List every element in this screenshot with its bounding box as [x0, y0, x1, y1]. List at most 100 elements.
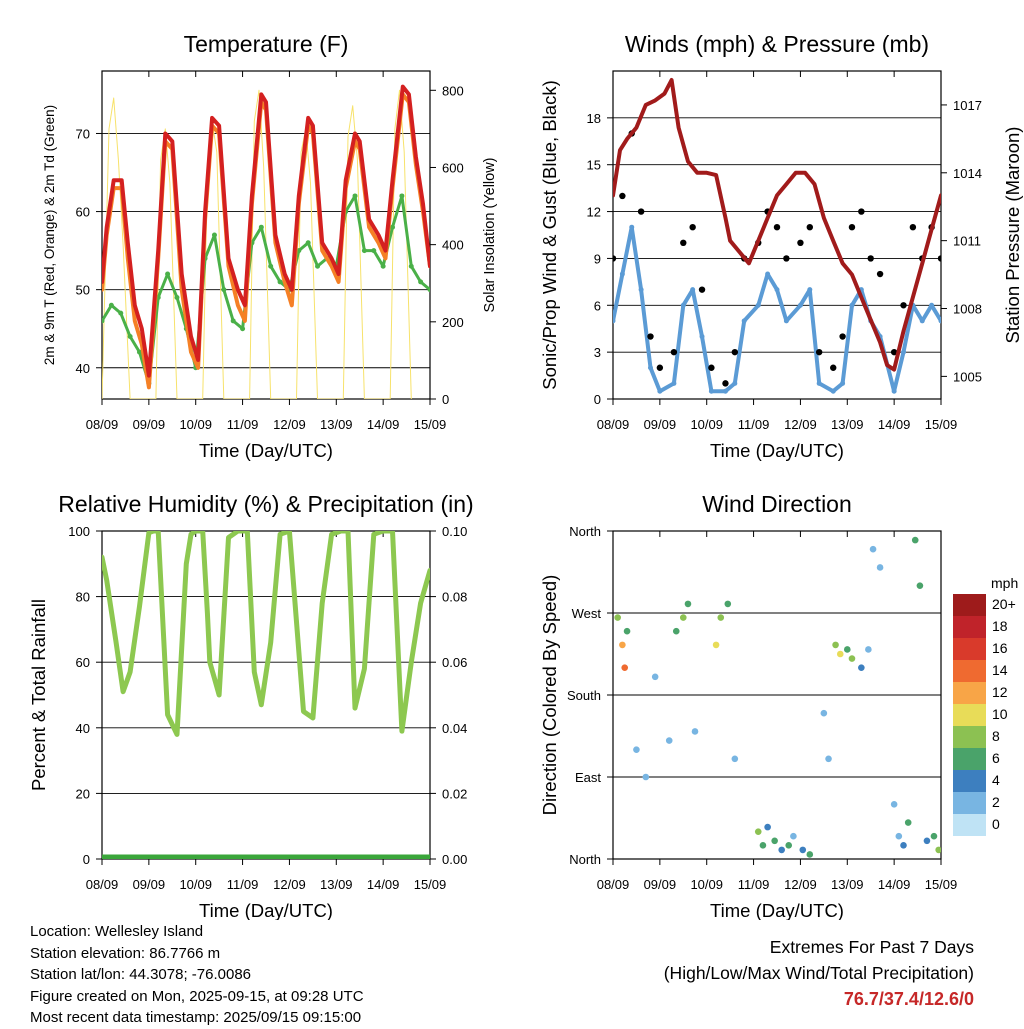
humidity-ytick-label: 60: [76, 655, 90, 670]
direction-xtick-label: 15/09: [925, 877, 958, 892]
direction-point: [843, 646, 851, 653]
dewpoint-point: [268, 263, 274, 269]
winds-ytick-label: 15: [587, 158, 601, 173]
humidity-y2tick-label: 0.04: [442, 721, 467, 736]
humidity-ytick-label: 40: [76, 721, 90, 736]
temperature-y2tick-label: 200: [442, 315, 464, 330]
direction-point: [799, 846, 807, 854]
wind-gust-point: [806, 223, 813, 231]
solar-insolation-line: [102, 89, 412, 399]
direction-xtick-label: 14/09: [878, 877, 911, 892]
wind-speed-point: [765, 271, 771, 277]
extremes-title: Extremes For Past 7 Days: [769, 937, 974, 957]
wind-gust-point: [731, 348, 739, 356]
temperature-y2tick-label: 0: [442, 392, 449, 407]
winds-y2tick-label: 1011: [953, 234, 981, 249]
direction-point: [806, 851, 814, 858]
dewpoint-line: [102, 194, 430, 385]
legend-swatch: [953, 660, 986, 682]
winds-xtick-label: 10/09: [690, 417, 723, 432]
temperature-y2label: Solar Insolation (Yellow): [482, 157, 498, 312]
wind-speed-point: [891, 388, 897, 394]
legend-swatch: [953, 748, 986, 770]
dewpoint-point: [174, 294, 180, 300]
wind-speed-point: [755, 302, 761, 308]
data-timestamp: Most recent data timestamp: 2025/09/15 0…: [30, 1009, 362, 1026]
humidity-xtick-label: 15/09: [414, 877, 447, 892]
wind-speed-point: [647, 365, 653, 371]
wind-speed-point: [732, 380, 738, 386]
direction-point: [895, 832, 903, 840]
dewpoint-point: [221, 287, 227, 293]
winds-ytick-label: 12: [587, 205, 601, 220]
legend-title: mph: [991, 575, 1018, 591]
wind-speed-point: [901, 349, 907, 355]
dewpoint-point: [211, 232, 217, 238]
extremes-values: 76.7/37.4/12.6/0: [843, 989, 974, 1009]
direction-xtick-label: 12/09: [784, 877, 817, 892]
direction-xlabel: Time (Day/UTC): [710, 900, 844, 920]
direction-point: [935, 846, 941, 854]
direction-point: [865, 646, 872, 653]
direction-point: [665, 737, 673, 744]
temperature-ytick-label: 40: [76, 361, 90, 376]
direction-point: [923, 837, 931, 845]
direction-point: [900, 842, 907, 849]
temperature-title: Temperature (F): [184, 31, 349, 57]
wind-speed-point: [671, 380, 677, 386]
direction-point: [717, 614, 725, 621]
direction-point: [684, 600, 692, 608]
direction-point: [633, 746, 640, 753]
wind-speed-point: [699, 334, 705, 340]
winds-ylabel: Sonic/Prop Wind & Gust (Blue, Black): [539, 80, 560, 389]
direction-point: [679, 614, 687, 621]
humidity-xtick-label: 09/09: [133, 877, 166, 892]
wind-speed-point: [830, 388, 836, 394]
wind-gust-point: [815, 348, 823, 356]
temperature-xtick-label: 11/09: [227, 417, 259, 432]
direction-point: [832, 641, 839, 649]
direction-point: [911, 536, 919, 544]
station-latlon: Station lat/lon: 44.3078; -76.0086: [30, 966, 252, 983]
direction-point: [712, 641, 720, 649]
direction-title: Wind Direction: [702, 491, 852, 517]
wind-gust-point: [858, 208, 865, 215]
extremes-block: Extremes For Past 7 Days (High/Low/Max W…: [664, 934, 974, 1012]
humidity-y2tick-label: 0.08: [442, 590, 467, 605]
legend-label: 0: [992, 816, 1000, 832]
wind-speed-point: [690, 287, 696, 293]
wind-gust-point: [783, 255, 790, 262]
figure-created: Figure created on Mon, 2025-09-15, at 09…: [30, 987, 364, 1005]
direction-ylabel: Direction (Colored By Speed): [539, 575, 560, 816]
station-location: Location: Wellesley Island: [30, 923, 204, 940]
dewpoint-point: [352, 193, 358, 199]
winds-xtick-label: 15/09: [925, 417, 958, 432]
wind-speed-point: [840, 380, 846, 386]
extremes-subtitle: (High/Low/Max Wind/Total Precipitation): [663, 963, 974, 983]
direction-point: [930, 832, 938, 840]
wind-gust-point: [876, 270, 884, 278]
direction-point: [825, 755, 832, 763]
dewpoint-point: [390, 224, 396, 230]
dewpoint-point: [315, 263, 321, 269]
winds-y2tick-label: 1008: [953, 302, 982, 317]
winds-ytick-label: 0: [594, 392, 601, 407]
direction-ytick-label: South: [567, 688, 601, 703]
temperature-ytick-label: 60: [76, 205, 90, 220]
dewpoint-point: [418, 279, 424, 285]
wind-gust-point: [900, 302, 907, 309]
humidity-y2tick-label: 0.00: [442, 852, 467, 867]
direction-point: [731, 755, 739, 763]
dewpoint-point: [427, 287, 430, 293]
wind-speed-point: [657, 388, 663, 394]
direction-xtick-label: 09/09: [644, 877, 677, 892]
temperature-xtick-label: 10/09: [179, 417, 212, 432]
dewpoint-point: [305, 240, 311, 246]
wind-gust-point: [909, 223, 917, 231]
wind-gust-point: [708, 364, 715, 371]
direction-point: [904, 819, 912, 826]
dewpoint-point: [277, 279, 283, 285]
dewpoint-point: [258, 224, 264, 230]
temperature-xtick-label: 08/09: [86, 417, 119, 432]
winds-xtick-label: 11/09: [738, 417, 770, 432]
